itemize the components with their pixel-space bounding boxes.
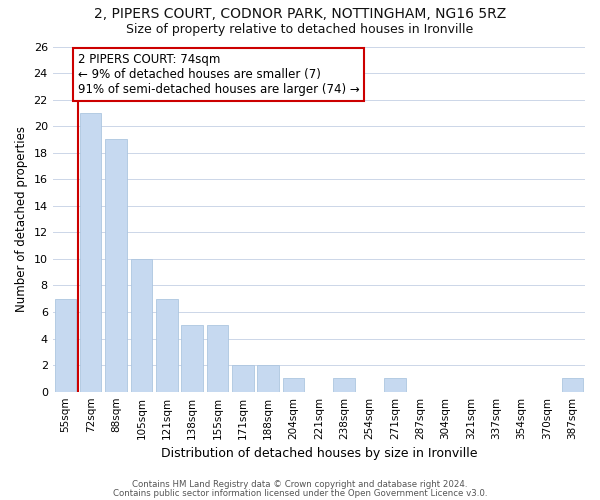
Text: Contains public sector information licensed under the Open Government Licence v3: Contains public sector information licen… [113, 489, 487, 498]
Bar [181, 326, 203, 392]
Text: Size of property relative to detached houses in Ironville: Size of property relative to detached ho… [127, 22, 473, 36]
Text: 2 PIPERS COURT: 74sqm
← 9% of detached houses are smaller (7)
91% of semi-detach: 2 PIPERS COURT: 74sqm ← 9% of detached h… [78, 53, 360, 96]
Bar [384, 378, 406, 392]
Text: Contains HM Land Registry data © Crown copyright and database right 2024.: Contains HM Land Registry data © Crown c… [132, 480, 468, 489]
Bar [206, 326, 228, 392]
Bar [257, 365, 279, 392]
Bar [562, 378, 583, 392]
Bar [156, 298, 178, 392]
Bar [105, 140, 127, 392]
Bar [80, 113, 101, 392]
X-axis label: Distribution of detached houses by size in Ironville: Distribution of detached houses by size … [161, 447, 477, 460]
Bar [55, 298, 76, 392]
Bar [283, 378, 304, 392]
Bar [232, 365, 254, 392]
Bar [334, 378, 355, 392]
Text: 2, PIPERS COURT, CODNOR PARK, NOTTINGHAM, NG16 5RZ: 2, PIPERS COURT, CODNOR PARK, NOTTINGHAM… [94, 8, 506, 22]
Y-axis label: Number of detached properties: Number of detached properties [15, 126, 28, 312]
Bar [131, 259, 152, 392]
